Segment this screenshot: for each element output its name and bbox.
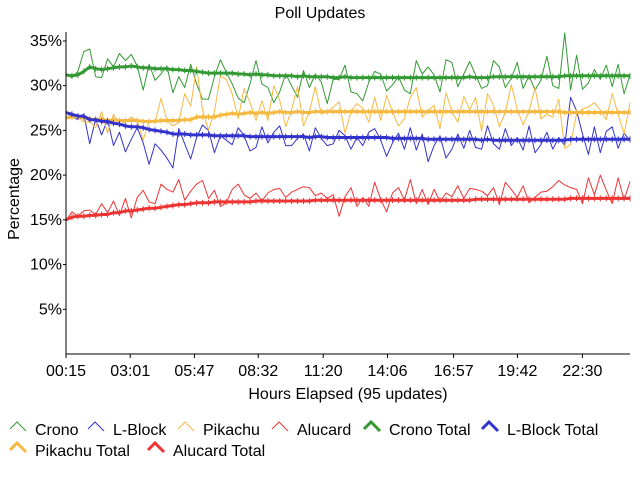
- legend-label: L-Block: [113, 422, 167, 439]
- legend-label: Pikachu Total: [35, 443, 130, 460]
- series-line-crono-total: [65, 64, 630, 80]
- legend-label: Crono Total: [389, 422, 471, 439]
- legend-swatch: [146, 440, 166, 454]
- series-line-pikachu: [65, 66, 631, 149]
- x-tick-label: 14:06: [367, 363, 407, 380]
- legend-label: Alucard: [297, 422, 351, 439]
- legend-label: Alucard Total: [173, 443, 265, 460]
- x-axis-label: Hours Elapsed (95 updates): [248, 386, 447, 403]
- legend-swatch: [8, 440, 28, 454]
- legend-item-alucard: Alucard: [271, 421, 351, 439]
- series-line-pikachu-total: [65, 110, 630, 123]
- y-tick-label: 5%: [39, 301, 62, 318]
- legend: Crono L-Block Pikachu Alucard Crono Total L-B…: [8, 419, 598, 460]
- x-tick-label: 08:32: [238, 363, 278, 380]
- legend-item-pikachu: Pikachu: [177, 421, 260, 439]
- series-line-alucard-total: [65, 196, 630, 222]
- legend-swatch: [480, 419, 500, 433]
- legend-label: Crono: [35, 422, 79, 439]
- series-markers-l-block-total: [65, 109, 631, 144]
- x-tick-label: 16:57: [434, 363, 474, 380]
- series-line-l-block: [65, 96, 631, 169]
- y-axis-label: Percentage: [6, 158, 23, 240]
- y-tick-label: 30%: [30, 78, 62, 95]
- x-tick-label: 19:42: [497, 363, 537, 380]
- series-line-alucard: [65, 174, 631, 221]
- legend-swatch: [87, 421, 105, 432]
- x-tick-label: 00:15: [46, 363, 86, 380]
- legend-label: L-Block Total: [507, 422, 598, 439]
- x-ticks: 00:15 03:01 05:47 08:32 11:20 14:06 16:57 19:42…: [46, 354, 603, 380]
- series-markers-crono-total: [65, 62, 631, 81]
- legend-item-alucard-total: Alucard Total: [146, 440, 265, 460]
- y-tick-label: 25%: [30, 122, 62, 139]
- legend-item-crono: Crono: [9, 421, 79, 439]
- x-tick-label: 22:30: [562, 363, 602, 380]
- y-tick-label: 35%: [30, 33, 62, 50]
- legend-label: Pikachu: [203, 422, 260, 439]
- x-tick-label: 05:47: [174, 363, 214, 380]
- y-tick-label: 15%: [30, 212, 62, 229]
- series-markers-alucard-total: [65, 195, 631, 223]
- legend-item-l-block: L-Block: [87, 421, 167, 439]
- legend-swatch: [362, 419, 382, 433]
- series-line-l-block-total: [65, 111, 630, 142]
- chart-title: Poll Updates: [275, 5, 366, 22]
- x-tick-label: 11:20: [304, 363, 343, 380]
- legend-item-pikachu-total: Pikachu Total: [8, 440, 130, 460]
- y-tick-label: 20%: [30, 167, 62, 184]
- plot-series: [65, 32, 631, 223]
- y-tick-label: 10%: [30, 257, 62, 274]
- legend-swatch: [271, 421, 289, 432]
- x-tick-label: 03:01: [110, 363, 150, 380]
- legend-swatch: [9, 421, 27, 432]
- legend-item-crono-total: Crono Total: [362, 419, 471, 439]
- legend-item-l-block-total: L-Block Total: [480, 419, 598, 439]
- y-ticks: 5% 10% 15% 20% 25% 30% 35%: [30, 33, 66, 318]
- legend-swatch: [177, 421, 195, 432]
